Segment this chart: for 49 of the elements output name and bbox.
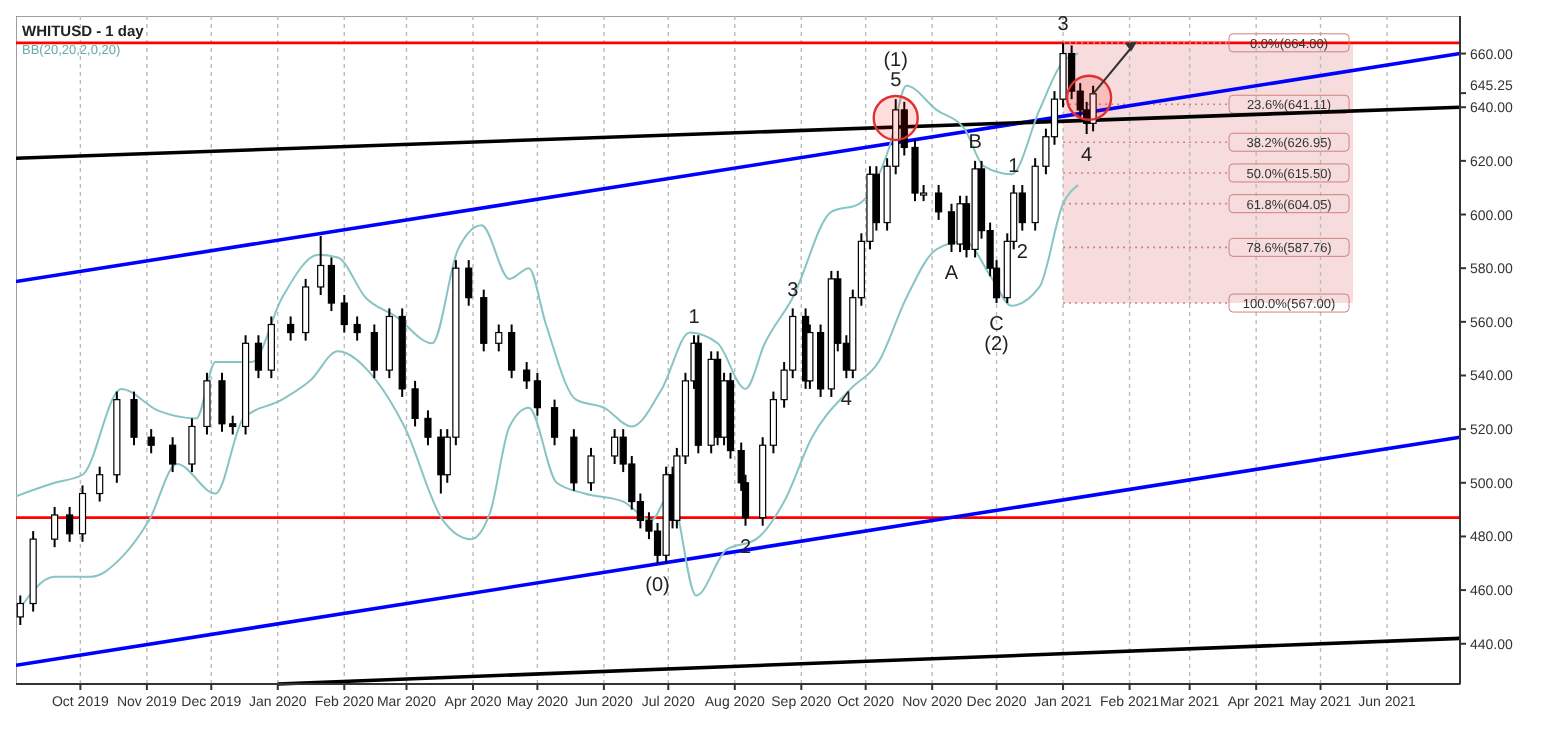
- candlestick: [169, 436, 177, 474]
- candlestick: [611, 428, 619, 466]
- candlestick: [96, 465, 104, 503]
- candlestick: [203, 371, 211, 436]
- candlestick: [437, 428, 445, 495]
- candlestick: [947, 202, 956, 254]
- annotation: (1): [883, 50, 908, 73]
- candlestick: [130, 390, 138, 447]
- annotation: 3: [1057, 14, 1070, 37]
- candlestick: [302, 277, 310, 342]
- candlestick: [523, 361, 531, 390]
- annotation: (2): [984, 334, 1009, 357]
- annotation: 4: [1081, 145, 1094, 168]
- candlestick: [935, 184, 943, 221]
- candlestick: [533, 371, 541, 417]
- candlestick: [411, 379, 419, 428]
- candlestick: [66, 505, 74, 543]
- annotation: 2: [1016, 241, 1029, 264]
- candlestick: [465, 259, 473, 307]
- candlestick: [267, 315, 275, 380]
- candlestick: [254, 334, 263, 380]
- candlestick: [370, 323, 378, 380]
- candlestick: [495, 323, 503, 353]
- candlestick: [956, 194, 964, 254]
- annotation: C: [989, 314, 1004, 337]
- candlestick: [424, 409, 432, 447]
- annotation: 1: [688, 306, 701, 329]
- candlestick: [587, 446, 595, 492]
- candlestick: [340, 294, 348, 334]
- candlestick: [78, 484, 87, 543]
- candlestick: [480, 288, 488, 353]
- candlestick: [570, 428, 578, 492]
- candlestick: [353, 315, 361, 342]
- candlestick: [51, 505, 59, 549]
- annotation: 3: [787, 279, 800, 302]
- candlestick: [188, 417, 196, 474]
- annotation: 1: [1008, 156, 1021, 179]
- candlestick: [147, 428, 155, 455]
- annotation: B: [968, 132, 983, 155]
- annotation: 5: [890, 70, 903, 93]
- candlestick: [550, 398, 559, 447]
- line-series: [16, 184, 1080, 616]
- annotation: (0): [645, 574, 670, 597]
- candlestick: [287, 315, 295, 342]
- candlestick: [508, 323, 516, 380]
- candlestick: [327, 256, 336, 313]
- annotation: 4: [840, 389, 853, 412]
- annotation: A: [944, 263, 959, 286]
- candlestick: [317, 234, 325, 296]
